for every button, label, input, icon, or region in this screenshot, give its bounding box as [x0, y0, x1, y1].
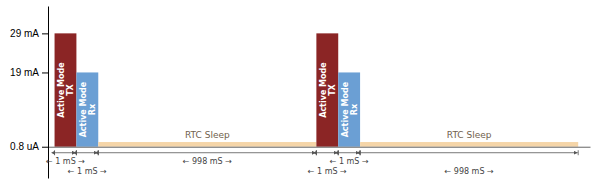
- span: ← 998 mS →: [360, 150, 578, 176]
- y-tick-label: 0.8 uA: [10, 141, 39, 152]
- y-tick: 0.8 uA: [10, 141, 48, 152]
- span-boundary: [360, 150, 361, 155]
- bar-label-line: TX: [65, 83, 74, 95]
- bar-label-line: Rx: [87, 103, 96, 115]
- bar-label-line: Active Mode: [340, 81, 349, 137]
- bar-label-group: Active ModeRx: [78, 81, 96, 137]
- y-tick-mark: [42, 147, 48, 148]
- bar-label-line: RTC Sleep: [447, 130, 492, 140]
- span-boundary: [316, 150, 317, 155]
- span-label: ← 998 mS →: [445, 167, 494, 176]
- bar-label: Active ModeTX: [57, 62, 75, 118]
- bar-label-line: Active Mode: [78, 81, 87, 137]
- bar-label-line: Active Mode: [318, 62, 327, 118]
- y-axis-line: [48, 7, 49, 179]
- y-tick: 19 mA: [10, 67, 48, 78]
- bar-labels: Active ModeTXActive ModeRxRTC SleepActiv…: [57, 62, 492, 140]
- span: ← 1 mS →: [68, 150, 107, 176]
- y-axis: 0.8 uA 19 mA 29 mA: [10, 7, 48, 179]
- y-tick-label: 29 mA: [10, 28, 39, 39]
- bar-label-group: Active ModeTX: [318, 62, 336, 118]
- x-axis: [49, 147, 591, 148]
- span-boundary: [76, 150, 77, 155]
- bar-label: Active ModeRx: [340, 81, 358, 137]
- bar: [55, 33, 77, 146]
- bar: [316, 33, 338, 146]
- y-tick-label: 19 mA: [10, 67, 39, 78]
- span-boundary: [338, 150, 339, 155]
- chart: Active ModeTXActive ModeRxRTC SleepActiv…: [0, 0, 600, 182]
- span-boundary: [76, 150, 77, 155]
- y-tick-mark: [42, 33, 48, 34]
- span-label: ← 1 mS →: [308, 167, 347, 176]
- span-line: [317, 152, 338, 153]
- y-tick: 29 mA: [10, 28, 48, 39]
- bar-label: RTC Sleep: [447, 130, 492, 140]
- span-line: [99, 152, 316, 153]
- bar-label-line: TX: [327, 83, 336, 95]
- y-tick-mark: [42, 72, 48, 73]
- span-line: [77, 152, 98, 153]
- span-boundary: [316, 150, 317, 155]
- bar-label: Active ModeTX: [318, 62, 336, 118]
- x-axis-line: [49, 147, 591, 148]
- span-line: [361, 152, 578, 153]
- bar-label-group: Active ModeRx: [340, 81, 358, 137]
- span-boundary: [54, 150, 55, 155]
- span-boundary: [98, 150, 99, 155]
- bar-label: Active ModeRx: [78, 81, 96, 137]
- span-label: ← 1 mS →: [330, 157, 369, 166]
- span-label: ← 1 mS →: [46, 157, 85, 166]
- span-label: ← 998 mS →: [183, 157, 232, 166]
- bar: [360, 142, 578, 147]
- span-line: [55, 152, 76, 153]
- bar-label-line: Active Mode: [57, 62, 66, 118]
- span-boundary: [360, 150, 361, 155]
- bar-label-line: Rx: [349, 103, 358, 115]
- span-boundary: [578, 150, 579, 155]
- duration-spans: ← 1 mS →← 1 mS →← 998 mS →← 1 mS →← 1 mS…: [46, 150, 578, 176]
- span-boundary: [338, 150, 339, 155]
- span-line: [339, 152, 360, 153]
- span-label: ← 1 mS →: [68, 167, 107, 176]
- span-boundary: [98, 150, 99, 155]
- bar: [98, 142, 316, 147]
- bar-label-group: Active ModeTX: [57, 62, 75, 118]
- span: ← 998 mS →: [98, 150, 316, 166]
- plot: Active ModeTXActive ModeRxRTC SleepActiv…: [10, 7, 590, 179]
- bar: [338, 72, 360, 146]
- bar-label: RTC Sleep: [185, 130, 230, 140]
- bars: [55, 33, 579, 146]
- bar-label-line: RTC Sleep: [185, 130, 230, 140]
- bar: [76, 72, 98, 146]
